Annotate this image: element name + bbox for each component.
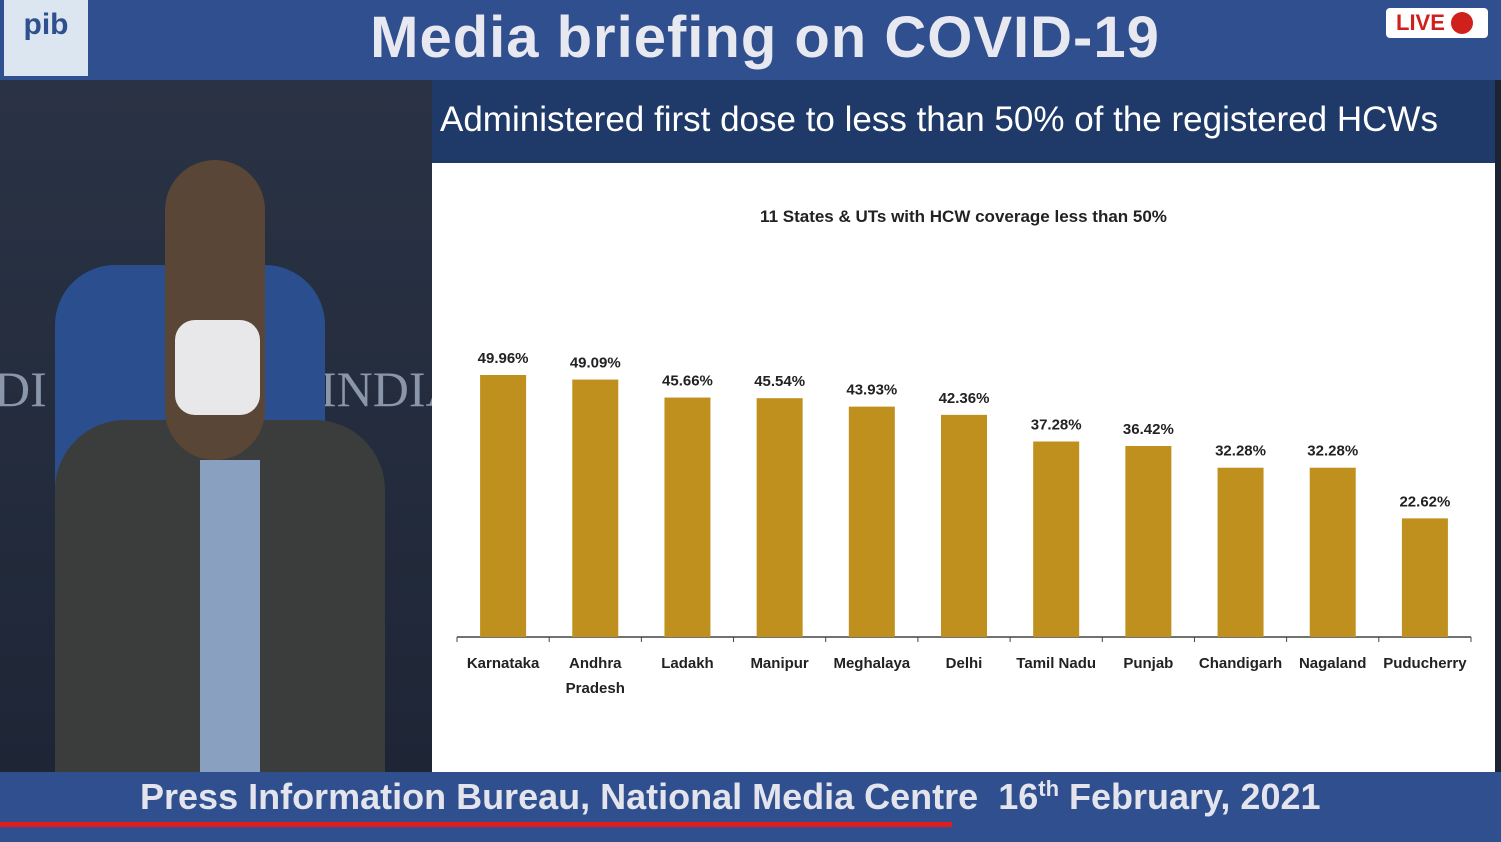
footer-suffix: th [1038, 776, 1060, 801]
live-icon [1450, 12, 1473, 34]
header-title: Media briefing on COVID-19 [370, 5, 1160, 70]
footer-org: Press Information Bureau, National Media… [140, 776, 979, 817]
bar [1401, 518, 1448, 637]
bar [664, 397, 711, 637]
x-tick-label: Ladakh [661, 655, 714, 672]
chart: 49.96% 49.09% 45.66% 45.54% 43.93% 42.36% 37.2… [456, 350, 1472, 642]
speaker-shirt [200, 460, 260, 772]
footer-bar [0, 772, 1501, 842]
bar [1033, 441, 1080, 637]
value-label: 45.54% [754, 373, 805, 390]
speaker-head [165, 160, 265, 460]
logo: pib [4, 0, 88, 76]
x-tick-label: Delhi [945, 655, 983, 672]
x-tick-label: Karnataka [466, 655, 540, 672]
value-label: 22.62% [1399, 493, 1450, 510]
footer-date: February, 2021 [1069, 776, 1321, 817]
x-tick-label: Andhra Pradesh [565, 655, 625, 697]
bar [1217, 467, 1264, 637]
chart-area: 11 States & UTs with HCW coverage less t… [432, 163, 1495, 772]
footer-text: Press Information Bureau, National Media… [140, 776, 1321, 818]
live-text: LIVE [1396, 10, 1445, 35]
value-label: 32.28% [1307, 443, 1358, 460]
value-label: 49.96% [478, 350, 529, 367]
bar [480, 375, 527, 637]
live-badge: LIVE [1386, 8, 1488, 38]
value-label: 45.66% [662, 373, 713, 390]
speaker-mask [175, 320, 260, 415]
x-tick-label: Punjab [1123, 655, 1174, 672]
value-label: 43.93% [846, 382, 897, 399]
backdrop-text: DI [0, 361, 47, 417]
x-tick-label: Nagaland [1298, 655, 1367, 672]
value-label: 49.09% [570, 355, 621, 372]
x-tick-label: Meghalaya [833, 655, 911, 672]
bar [572, 379, 619, 637]
x-tick-label: Puducherry [1383, 655, 1467, 672]
value-label: 42.36% [939, 390, 990, 407]
x-tick-label: Manipur [750, 655, 809, 672]
bar [1309, 467, 1356, 637]
slide-title: Administered first dose to less than 50%… [432, 80, 1495, 163]
value-label: 37.28% [1031, 416, 1082, 433]
value-label: 32.28% [1215, 443, 1266, 460]
chart-title: 11 States & UTs with HCW coverage less t… [760, 207, 1167, 226]
bar [941, 414, 987, 637]
header-bar [0, 0, 1501, 80]
value-label: 36.42% [1123, 421, 1174, 438]
x-tick-label: Tamil Nadu [1016, 655, 1097, 672]
footer-day: 16 [998, 776, 1039, 817]
x-tick-label: Chandigarh [1198, 655, 1283, 672]
bar [1125, 446, 1172, 637]
progress-bar [0, 822, 952, 827]
bar [756, 398, 803, 637]
bar [848, 406, 895, 637]
